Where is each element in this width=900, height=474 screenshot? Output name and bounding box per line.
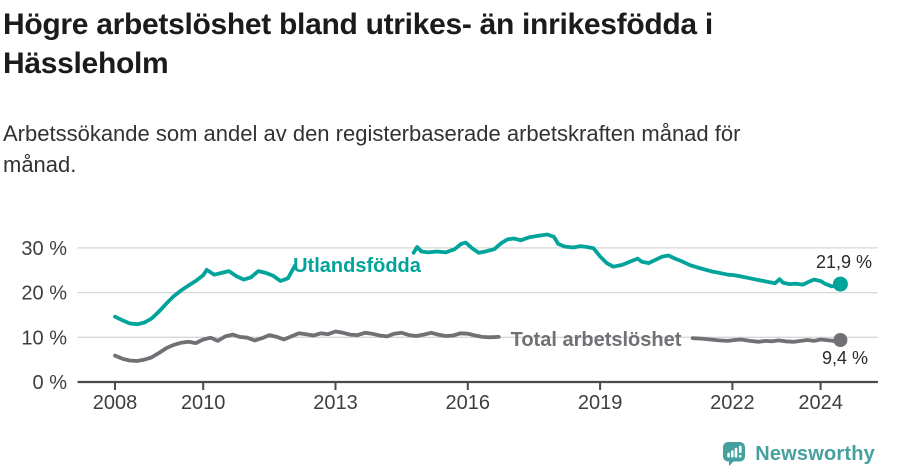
chart-title: Högre arbetslöshet bland utrikes- än inr… bbox=[3, 8, 713, 80]
x-tick-label: 2013 bbox=[313, 392, 358, 414]
x-tick-label: 2016 bbox=[446, 392, 491, 414]
series-line-utlandsfodda bbox=[411, 232, 843, 289]
x-tick-label: 2008 bbox=[93, 392, 138, 414]
brand-name: Newsworthy bbox=[755, 443, 875, 465]
chart-subtitle: Arbetssökande som andel av den registerb… bbox=[3, 121, 741, 177]
end-dot-total bbox=[833, 333, 848, 347]
y-tick-label: 30 % bbox=[21, 238, 67, 260]
series-inline-label-total: Total arbetslöshet bbox=[511, 329, 682, 351]
annotation-layer: Utlandsfödda Total arbetslöshet 21,9 % 9… bbox=[293, 252, 872, 368]
y-tick-label: 20 % bbox=[21, 283, 67, 305]
end-dot-utlandsfodda bbox=[832, 276, 848, 292]
end-value-label-total: 9,4 % bbox=[822, 348, 868, 368]
brand-footer[interactable]: Newsworthy bbox=[723, 442, 875, 467]
x-tick-label: 2010 bbox=[181, 392, 226, 414]
x-tick-label: 2019 bbox=[578, 392, 623, 414]
series-line-utlandsfodda bbox=[113, 263, 297, 327]
grid-layer: 0 % 10 % 20 % 30 % 2008 2010 2013 2016 2019 2022 2… bbox=[21, 238, 878, 414]
x-tick-label: 2024 bbox=[798, 392, 843, 414]
newsworthy-logo-icon bbox=[723, 442, 746, 467]
y-tick-label: 10 % bbox=[21, 327, 67, 349]
x-tick-label: 2022 bbox=[710, 392, 755, 414]
y-tick-label: 0 % bbox=[33, 372, 68, 394]
series-inline-label-utlandsfodda: Utlandsfödda bbox=[293, 255, 422, 277]
series-layer bbox=[113, 232, 848, 363]
series-line-total bbox=[690, 336, 843, 344]
end-value-label-utlandsfodda: 21,9 % bbox=[816, 252, 872, 272]
series-line-total bbox=[113, 329, 501, 363]
